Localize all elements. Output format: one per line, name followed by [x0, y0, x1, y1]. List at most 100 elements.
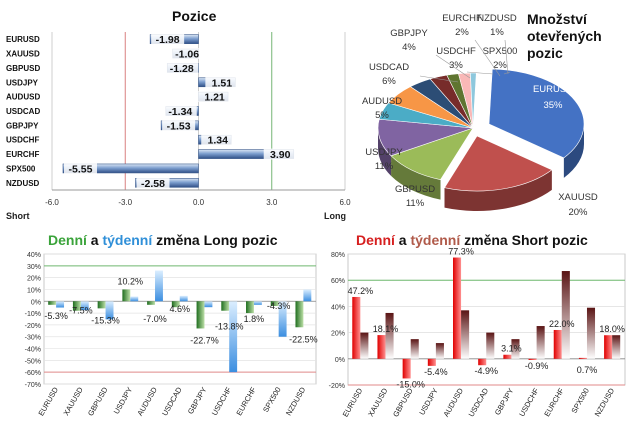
data-label: -4.3%	[267, 301, 291, 311]
daily-bar	[171, 301, 180, 308]
daily-bar	[221, 301, 230, 311]
weekly-bar	[561, 271, 570, 359]
daily-bar	[122, 289, 131, 302]
weekly-bar	[155, 270, 163, 302]
pie-slice	[444, 135, 553, 192]
pie-label-pct: 35%	[543, 100, 563, 111]
category-label: EURCHF	[6, 150, 39, 159]
short-title-rest: změna Short pozic	[464, 232, 588, 248]
pie-label-name: USDCHF	[436, 46, 476, 57]
pie-label-pct: 2%	[493, 60, 507, 71]
data-label: 18.0%	[599, 324, 625, 334]
y-tick-label: -60%	[25, 370, 41, 377]
pie-label-name: AUDUSD	[362, 96, 402, 107]
y-tick-label: 20%	[331, 331, 345, 338]
data-label: 22.0%	[549, 319, 575, 329]
pie-leader-line	[474, 39, 501, 77]
category-label: EURUSD	[6, 35, 40, 44]
long-change-panel: Denní a týdenní změna Long pozic 40% 30% 2…	[0, 228, 322, 425]
data-label: -4.9%	[474, 366, 498, 376]
weekly-bar	[486, 332, 495, 359]
category-label: GBPJPY	[493, 387, 516, 417]
pie-label-pct: 6%	[382, 76, 396, 87]
daily-bar	[377, 335, 386, 359]
data-label: 3.1%	[501, 344, 522, 354]
short-change-panel: Denní a týdenní změna Short pozic 80% 60%…	[322, 228, 631, 425]
pie-leader-line	[435, 54, 471, 79]
pie-label-pct: 3%	[449, 60, 463, 71]
weekly-bar	[360, 332, 369, 359]
data-label: -0.9%	[525, 361, 549, 371]
weekly-bar	[179, 295, 188, 302]
pie-label-pct: 2%	[455, 27, 469, 38]
pie-label-name: USDJPY	[365, 147, 403, 158]
short-change-chart: 80% 60% 40% 20% 0% -20% 47.2% EURUSD 18.1% XAUUSD…	[329, 247, 626, 418]
pie-label-pct: 20%	[568, 207, 588, 218]
pie-leader-line	[503, 71, 511, 75]
weekly-bar	[278, 301, 287, 337]
pie-slice	[390, 127, 474, 181]
pie-title-line1: Množství	[527, 11, 587, 27]
value-label: -1.53	[167, 120, 191, 132]
value-label: 1.34	[207, 135, 228, 147]
category-label: NZDUSD	[284, 385, 308, 417]
value-label: -1.06	[175, 49, 199, 61]
y-tick-label: 30%	[27, 264, 41, 271]
pie-title: Množství otevřených pozic	[527, 11, 602, 62]
value-label: 3.90	[270, 149, 291, 161]
daily-bar	[295, 301, 304, 328]
y-tick-label: -70%	[25, 382, 41, 389]
y-tick-label: 0%	[335, 357, 345, 364]
category-label: USDJPY	[112, 386, 135, 416]
pie-label-name: EURUSD	[533, 84, 573, 95]
daily-bar	[503, 354, 512, 359]
data-label: 4.6%	[169, 304, 190, 314]
data-label: -7.0%	[143, 314, 167, 324]
value-label: 1.21	[204, 92, 225, 104]
category-label: AUDUSD	[441, 386, 465, 418]
pie-label-pct: 11%	[375, 161, 394, 172]
pie-title-line3: pozic	[527, 45, 563, 61]
daily-bar	[427, 358, 436, 366]
data-label: 1.8%	[244, 314, 265, 324]
pie-slice-side	[563, 124, 584, 178]
data-label: -7.5%	[69, 306, 93, 316]
y-tick-label: -40%	[25, 347, 41, 354]
category-label: USDCHF	[210, 385, 234, 417]
weekly-bar	[303, 289, 312, 302]
value-label-bg	[151, 33, 185, 45]
positions-title: Pozice	[172, 8, 217, 24]
pie-slice-side	[391, 155, 441, 200]
daily-bar	[553, 329, 562, 359]
daily-bar	[270, 301, 279, 306]
category-label: USDCAD	[160, 385, 184, 417]
daily-bar	[604, 335, 613, 359]
daily-bar	[196, 301, 205, 329]
pie-label-pct: 4%	[402, 42, 416, 53]
weekly-bar	[56, 301, 65, 308]
long-change-title: Denní a týdenní změna Long pozic	[48, 232, 277, 248]
weekly-bar	[130, 296, 139, 302]
pie-leader-line	[466, 71, 494, 75]
category-label: AUDUSD	[6, 93, 40, 102]
y-tick-label: 60%	[331, 278, 345, 285]
daily-bar	[48, 301, 57, 305]
x-tick-label: -3.0	[118, 198, 132, 207]
y-tick-label: -50%	[25, 358, 41, 365]
value-label-bg	[162, 119, 196, 131]
x-tick-label: 3.0	[266, 198, 278, 207]
positions-chart: -6.0 -3.0 0.0 3.0 6.0 Short Long EURUSD -1.98 XAU…	[6, 32, 351, 221]
pie-label-name: GBPUSD	[395, 184, 435, 195]
pie-label-pct: 1%	[490, 27, 504, 38]
category-label: NZDUSD	[593, 386, 617, 418]
daily-bar	[453, 257, 462, 359]
weekly-bar	[80, 301, 89, 311]
category-label: XAUUSD	[366, 386, 390, 418]
weekly-bar	[612, 335, 621, 359]
category-label: GBPJPY	[186, 386, 209, 416]
weekly-bar	[385, 312, 394, 359]
category-label: GBPUSD	[391, 386, 415, 418]
x-axis-label-short: Short	[6, 211, 30, 221]
weekly-bar	[410, 339, 419, 359]
y-tick-label: -30%	[25, 335, 41, 342]
